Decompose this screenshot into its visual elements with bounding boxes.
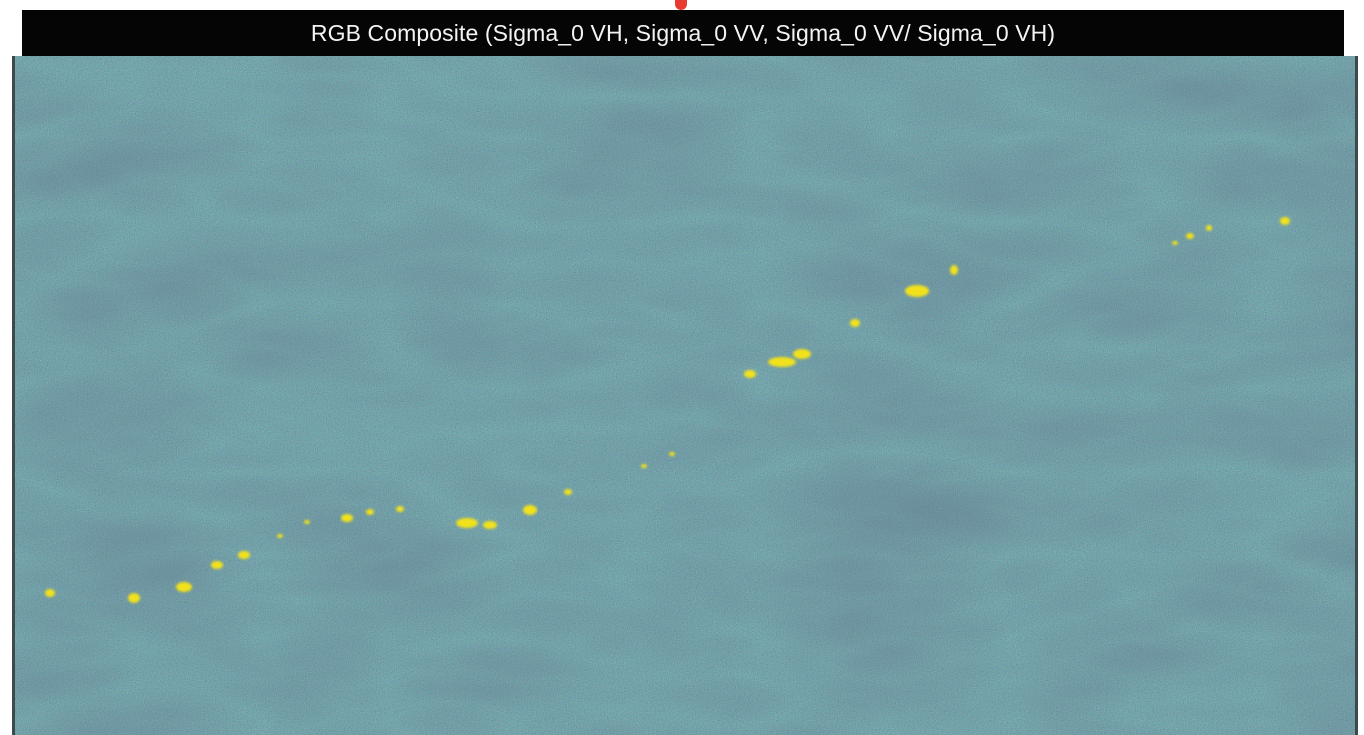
target-point <box>1206 225 1212 231</box>
target-point <box>211 561 223 569</box>
sar-image-canvas <box>12 56 1358 735</box>
target-point <box>641 464 647 468</box>
target-point <box>950 265 958 275</box>
target-point <box>793 349 811 359</box>
target-point <box>669 452 675 456</box>
sar-rgb-composite-image <box>12 56 1358 735</box>
image-border-left <box>12 56 15 735</box>
target-point <box>176 582 192 592</box>
target-point <box>277 534 283 538</box>
target-point <box>396 506 404 512</box>
target-point <box>341 514 353 522</box>
target-point <box>768 357 796 367</box>
target-point <box>850 319 860 327</box>
figure-title: RGB Composite (Sigma_0 VH, Sigma_0 VV, S… <box>22 10 1344 56</box>
target-point <box>128 593 140 603</box>
bright-target-chain <box>45 217 1290 603</box>
target-point <box>523 505 537 515</box>
target-point <box>238 551 250 559</box>
target-point <box>366 509 374 515</box>
target-point <box>744 370 756 378</box>
target-point <box>1172 241 1178 245</box>
location-marker-icon <box>675 0 687 10</box>
target-point <box>1186 233 1194 239</box>
target-point <box>1280 217 1290 225</box>
target-point <box>456 518 478 528</box>
target-point <box>564 489 572 495</box>
target-point <box>304 520 310 524</box>
target-point <box>905 285 929 297</box>
target-point <box>483 521 497 529</box>
target-point <box>45 589 55 597</box>
image-border-right <box>1355 56 1358 735</box>
swell-pattern <box>12 56 1358 735</box>
